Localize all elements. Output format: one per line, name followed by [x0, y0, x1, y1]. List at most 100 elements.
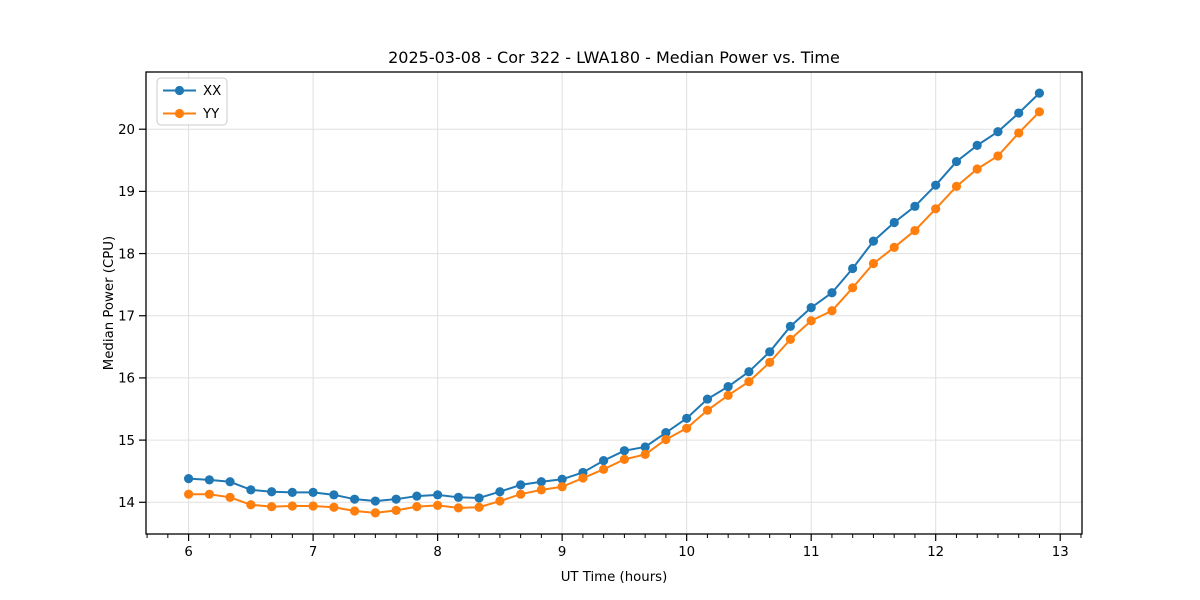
chart-title: 2025-03-08 - Cor 322 - LWA180 - Median P…: [388, 48, 840, 67]
series-XX-marker: [806, 303, 816, 313]
legend-entry-XX: XX: [163, 84, 221, 99]
series-XX-marker: [785, 321, 795, 331]
legend-label-XX: XX: [203, 84, 221, 99]
series-XX-marker: [972, 140, 982, 150]
x-tick-label-13: 13: [1052, 545, 1069, 560]
series-XX-marker: [951, 156, 962, 167]
series-YY-marker: [951, 181, 962, 192]
series-XX-marker: [246, 485, 256, 495]
series-YY-marker: [1014, 128, 1024, 138]
plot-border: [145, 71, 1083, 535]
series-XX-marker: [868, 236, 879, 246]
x-tick-label-7: 7: [309, 545, 317, 560]
series-XX-marker: [1014, 108, 1024, 118]
series-XX-marker: [225, 477, 235, 487]
series-YY-marker: [474, 502, 484, 512]
series-YY-marker: [827, 306, 837, 316]
series-YY-marker: [308, 501, 318, 511]
series-XX-marker: [661, 428, 671, 438]
series-YY-marker: [536, 485, 546, 495]
series-XX-marker: [412, 491, 422, 501]
legend-entry-YY: YY: [163, 107, 220, 122]
series-YY-marker: [868, 258, 879, 269]
y-tick-label-18: 18: [118, 247, 135, 262]
series-XX-marker: [619, 446, 630, 456]
y-axis-ticks: 14 15 16 17 18 19 20: [118, 123, 146, 511]
y-tick-label-17: 17: [118, 310, 135, 325]
y-axis-label: Median Power (CPU): [102, 236, 117, 370]
y-tick-label-16: 16: [118, 372, 135, 387]
series-XX-marker: [391, 494, 401, 504]
legend: XX YY: [156, 77, 228, 126]
series-YY-marker: [329, 502, 339, 512]
series-YY-marker: [433, 500, 443, 510]
series-YY-marker: [640, 449, 650, 460]
legend-marker-icon-YY: [174, 108, 185, 119]
series-YY-marker: [557, 482, 567, 492]
x-tick-label-12: 12: [927, 545, 944, 560]
series-YY-marker: [370, 508, 380, 518]
series-YY-marker: [931, 204, 941, 214]
series-XX-marker: [599, 456, 609, 466]
series-XX-marker: [267, 487, 277, 497]
series-YY-marker: [1034, 107, 1045, 117]
series-YY-marker: [453, 503, 464, 513]
series-YY-marker: [765, 357, 775, 367]
series-YY-marker: [287, 501, 297, 511]
series-XX-marker: [349, 494, 360, 504]
legend-marker-icon-XX: [174, 85, 185, 96]
series-YY-marker: [702, 405, 713, 415]
x-axis-ticks: 6 7 8 9 10 11 12 13: [184, 534, 1069, 560]
y-tick-label-19: 19: [118, 185, 135, 200]
x-tick-label-11: 11: [803, 545, 820, 560]
series-YY-marker: [910, 225, 920, 236]
series-XX-marker: [640, 442, 650, 452]
series-XX-marker: [329, 490, 339, 500]
series-YY-marker: [744, 377, 754, 387]
legend-label-YY: YY: [202, 107, 220, 122]
series-XX-marker: [682, 413, 692, 423]
series-YY-marker: [848, 283, 858, 293]
series-YY-marker: [225, 492, 235, 502]
series-XX-marker: [993, 127, 1003, 137]
series-XX-marker: [453, 492, 464, 502]
series-XX-marker: [308, 487, 318, 497]
series-YY-marker: [889, 242, 899, 252]
series-YY-marker: [723, 390, 733, 400]
series-YY-marker: [267, 502, 277, 512]
series-XX-marker: [516, 480, 526, 490]
x-tick-label-6: 6: [184, 545, 192, 560]
series-XX-marker: [702, 394, 713, 404]
series-YY-marker: [412, 502, 422, 512]
series-XX-marker: [287, 487, 297, 497]
x-minor-ticks: [146, 534, 1082, 538]
series-YY-marker: [204, 489, 214, 499]
series-XX-marker: [183, 474, 194, 484]
series-YY-marker: [619, 454, 630, 464]
series-XX-marker: [474, 493, 484, 503]
series-XX-marker: [723, 382, 733, 392]
series-XX-marker: [536, 477, 546, 487]
series-XX-marker: [370, 496, 380, 506]
series-XX-marker: [931, 180, 941, 190]
series-XX-marker: [433, 490, 443, 500]
series-XX-marker: [765, 347, 775, 357]
series-YY-marker: [785, 334, 795, 344]
series-YY-marker: [682, 423, 692, 433]
series-YY-marker: [972, 164, 982, 174]
series-YY-marker: [578, 473, 588, 483]
grid: [146, 72, 1082, 534]
series-YY-marker: [993, 151, 1003, 161]
y-tick-label-15: 15: [118, 434, 135, 449]
y-tick-label-14: 14: [118, 496, 135, 511]
series-YY-marker: [495, 496, 505, 506]
series-XX-marker: [889, 217, 899, 228]
series-YY-marker: [391, 505, 401, 515]
series-YY-marker: [246, 500, 256, 510]
series-YY-marker: [349, 506, 360, 516]
y-tick-label-20: 20: [118, 123, 135, 138]
series-XX-marker: [1034, 88, 1045, 98]
series-YY-marker: [599, 464, 609, 474]
